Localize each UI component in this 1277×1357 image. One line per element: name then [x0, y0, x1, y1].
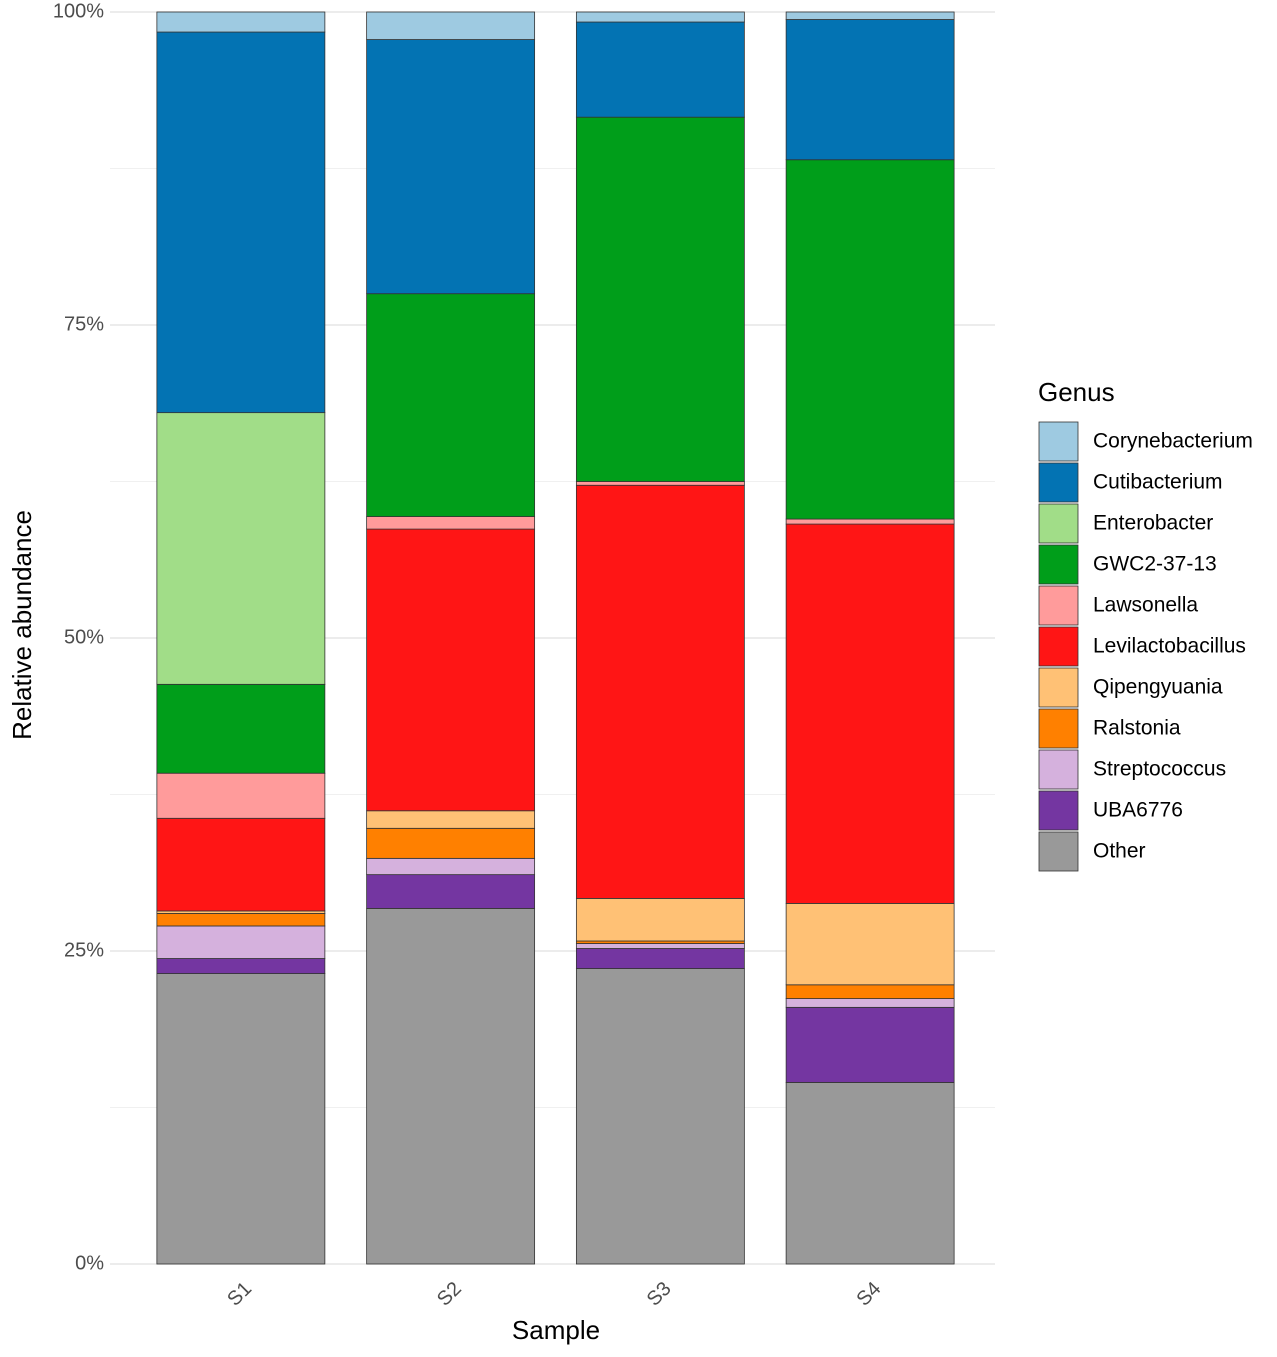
- legend-key: [1038, 544, 1079, 585]
- bar-segment: [575, 116, 745, 482]
- bar-segment: [785, 903, 955, 986]
- legend-key: [1038, 503, 1079, 544]
- y-tick-label: 25%: [64, 939, 104, 961]
- bar-segment: [156, 925, 326, 959]
- x-tick-label: S4: [853, 1278, 886, 1311]
- bar-segment: [366, 516, 536, 530]
- y-tick-label: 75%: [64, 313, 104, 335]
- bar-segment: [156, 973, 326, 1265]
- x-tick-label: S1: [223, 1278, 256, 1311]
- bar-segment: [785, 11, 955, 20]
- bar-segment: [575, 968, 745, 1265]
- legend-label: Other: [1093, 840, 1146, 863]
- bar-segment: [575, 21, 745, 118]
- x-axis-title: Sample: [512, 1315, 600, 1345]
- bar-segment: [785, 159, 955, 520]
- bar-segment: [785, 1082, 955, 1265]
- legend-key: [1038, 626, 1079, 667]
- legend-label: GWC2-37-13: [1093, 553, 1217, 576]
- legend-label: Lawsonella: [1093, 594, 1198, 617]
- x-tick-label: S2: [433, 1278, 466, 1311]
- bar-segment: [156, 913, 326, 927]
- legend-label: Streptococcus: [1093, 758, 1226, 781]
- legend-key: [1038, 790, 1079, 831]
- bar-segment: [366, 11, 536, 40]
- bar-segment: [785, 984, 955, 999]
- bar-segment: [156, 958, 326, 974]
- legend-key: [1038, 585, 1079, 626]
- bar-segment: [785, 19, 955, 161]
- y-tick-label: 100%: [53, 0, 104, 22]
- bar-segment: [575, 948, 745, 969]
- bar-segment: [156, 412, 326, 685]
- x-tick-label: S3: [643, 1278, 676, 1311]
- legend-key: [1038, 421, 1079, 462]
- legend-key: [1038, 831, 1079, 872]
- legend-label: Levilactobacillus: [1093, 635, 1246, 658]
- legend-label: Enterobacter: [1093, 512, 1213, 535]
- bar-segment: [785, 1006, 955, 1083]
- legend-key: [1038, 749, 1079, 790]
- y-tick-label: 50%: [64, 626, 104, 648]
- legend-key: [1038, 462, 1079, 503]
- bar-segment: [366, 857, 536, 876]
- legend-key: [1038, 667, 1079, 708]
- bar-segment: [156, 772, 326, 819]
- legend-label: UBA6776: [1093, 799, 1183, 822]
- bar-segment: [156, 31, 326, 414]
- legend-title: Genus: [1038, 377, 1115, 407]
- bar-segment: [785, 523, 955, 904]
- bar-segment: [366, 293, 536, 517]
- bar-segment: [156, 817, 326, 912]
- legend-key: [1038, 708, 1079, 749]
- legend-label: Corynebacterium: [1093, 430, 1253, 453]
- bar-segment: [366, 874, 536, 909]
- bar-segment: [575, 484, 745, 899]
- bar-segment: [785, 518, 955, 525]
- legend-label: Qipengyuania: [1093, 676, 1223, 699]
- bar-segment: [575, 481, 745, 486]
- bar-segment: [156, 11, 326, 33]
- legend-label: Ralstonia: [1093, 717, 1181, 740]
- bar-segment: [366, 528, 536, 812]
- bar-segment: [366, 827, 536, 859]
- legend-label: Cutibacterium: [1093, 471, 1223, 494]
- y-tick-label: 0%: [75, 1252, 104, 1274]
- bar-segment: [575, 943, 745, 949]
- bar-segment: [575, 898, 745, 942]
- bar-segment: [575, 11, 745, 23]
- bar-segment: [366, 810, 536, 829]
- bar-segment: [366, 908, 536, 1265]
- bar-segment: [366, 39, 536, 295]
- bar-segment: [156, 683, 326, 774]
- y-axis-title: Relative abundance: [7, 510, 37, 740]
- bar-segment: [785, 998, 955, 1008]
